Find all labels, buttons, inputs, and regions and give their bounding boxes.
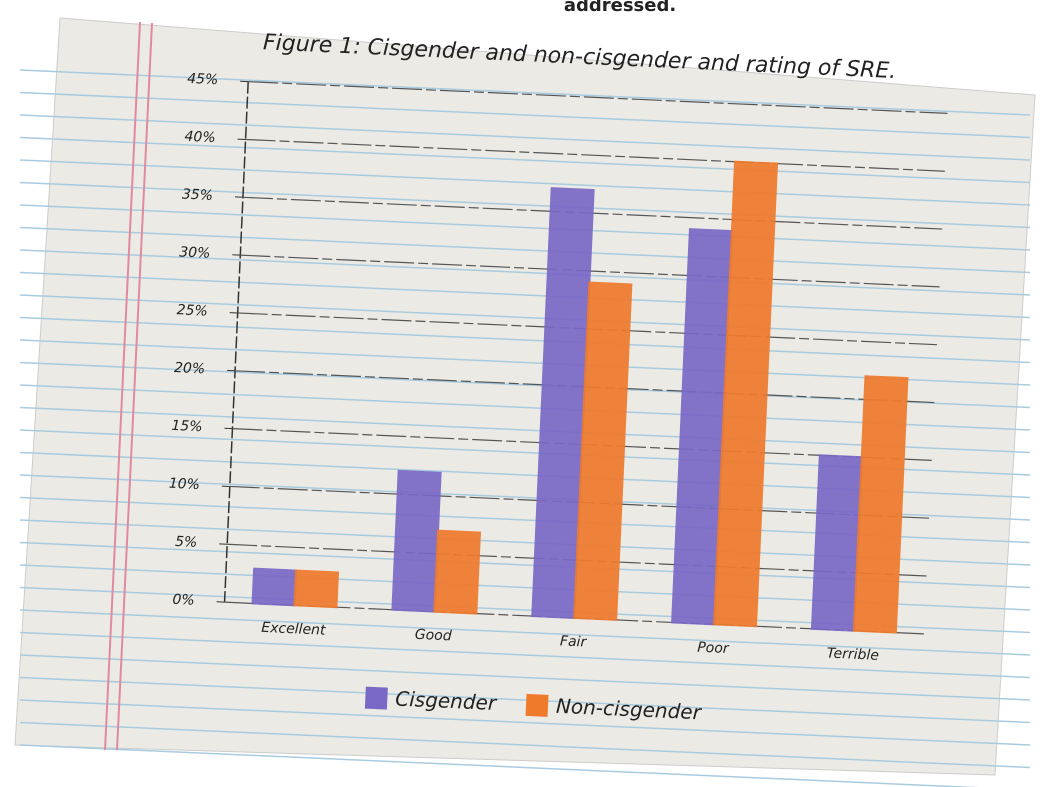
paper-rule [19, 654, 1031, 701]
grid-line [248, 81, 948, 114]
bar [852, 375, 909, 634]
bar [391, 469, 442, 613]
y-tick-label: 40% [184, 129, 216, 146]
paper-rule [19, 181, 1031, 229]
paper-rule [19, 226, 1031, 274]
x-tick-label: Good [414, 627, 452, 645]
y-tick-label: 25% [176, 302, 208, 319]
y-tick-label: 0% [172, 592, 195, 609]
paper-rule [19, 384, 1031, 431]
legend-label: Cisgender [395, 686, 499, 715]
y-axis [223, 81, 249, 603]
paper-rule [19, 316, 1031, 364]
paper-rule [19, 609, 1031, 656]
paper-rule [19, 159, 1031, 206]
bar [713, 160, 779, 628]
bar [573, 281, 633, 621]
paper-rule [19, 271, 1031, 319]
paper-rule [19, 721, 1031, 769]
x-tick-label: Fair [560, 633, 588, 650]
paper-rule [19, 676, 1031, 724]
y-tick-label: 35% [182, 187, 214, 204]
paper-rule [19, 699, 1031, 746]
legend-swatch [364, 686, 388, 710]
bar [433, 529, 482, 615]
x-tick-label: Excellent [261, 620, 326, 639]
top-fragment: addressed. [564, 0, 676, 16]
y-tick-label: 30% [179, 244, 211, 261]
paper-rule [19, 136, 1031, 184]
x-tick-label: Poor [697, 640, 730, 657]
legend-swatch [525, 693, 549, 717]
bar [251, 567, 298, 607]
paper-rule [19, 204, 1031, 251]
paper-rule [19, 744, 980, 787]
paper-rule [19, 69, 1031, 116]
y-tick-label: 10% [168, 476, 200, 493]
x-tick-label: Terrible [826, 645, 879, 663]
y-tick-label: 20% [174, 360, 206, 377]
bar [293, 569, 340, 609]
y-tick-label: 5% [175, 534, 198, 551]
paper-rule [19, 114, 1031, 161]
margin-line [104, 21, 141, 751]
paper-rule [19, 631, 1031, 679]
paper-rule [19, 91, 1031, 139]
y-tick-label: 15% [171, 418, 203, 435]
grid-line [245, 138, 945, 172]
paper-rule [19, 249, 1031, 296]
y-tick-label: 45% [187, 71, 219, 88]
paper-rule [19, 339, 1031, 386]
paper-rule [19, 294, 1031, 341]
margin-line [116, 22, 153, 751]
paper-rule [19, 361, 1031, 409]
